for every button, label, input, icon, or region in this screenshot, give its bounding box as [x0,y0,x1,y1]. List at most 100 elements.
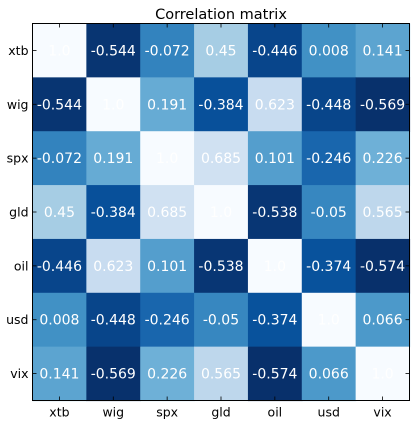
heatmap-cell-vix-oil [247,346,303,402]
heatmap-cells [32,23,411,402]
heatmap-cell-usd-spx [140,292,195,348]
heatmap-cell-spx-oil [247,131,303,186]
cell-value-label-gld-wig: -0.384 [91,205,136,221]
heatmap-cell-vix-usd [301,346,357,402]
heatmap-cell-gld-xtb [32,185,87,240]
cell-value-label-vix-gld: 0.565 [201,367,241,383]
axis-ticks [32,23,410,401]
cell-value-label-wig-usd: -0.448 [306,97,351,113]
cell-value-label-vix-vix: 1.0 [371,367,393,383]
cell-value-label-xtb-xtb: 1.0 [48,43,70,59]
heatmap-cell-spx-usd [301,131,357,186]
cell-value-label-wig-xtb: -0.544 [37,97,82,113]
cell-value-label-gld-usd: -0.05 [311,205,347,221]
cell-value-label-vix-xtb: 0.141 [39,367,79,383]
cell-value-label-usd-gld: -0.05 [203,313,239,329]
y-tick-label-gld: gld [9,205,28,220]
heatmap-cell-gld-oil [247,185,303,240]
heatmap-cell-wig-wig [86,77,141,132]
heatmap-cell-xtb-gld [194,23,249,78]
cell-value-label-xtb-usd: 0.008 [309,43,349,59]
heatmap-cell-xtb-xtb [32,23,87,78]
cell-value-label-spx-oil: 0.101 [255,151,295,167]
cell-value-label-wig-gld: -0.384 [198,97,243,113]
chart-title: Correlation matrix [155,7,287,23]
cell-value-label-usd-vix: 0.066 [363,313,403,329]
heatmap-cell-spx-xtb [32,131,87,186]
heatmap-cell-vix-spx [140,346,195,402]
x-tick-label-vix: vix [373,405,391,420]
heatmap-cell-spx-gld [194,131,249,186]
cell-value-label-xtb-oil: -0.446 [252,43,297,59]
cell-value-label-xtb-vix: 0.141 [363,43,403,59]
heatmap-cell-vix-wig [86,346,141,402]
y-tick-label-usd: usd [6,312,28,327]
heatmap-cell-wig-gld [194,77,249,132]
heatmap-cell-usd-usd [301,292,357,348]
heatmap-cell-gld-usd [301,185,357,240]
cell-value-label-gld-oil: -0.538 [252,205,297,221]
x-tick-label-spx: spx [156,405,178,420]
heatmap-cell-wig-xtb [32,77,87,132]
cell-value-label-oil-wig: 0.623 [93,259,133,275]
heatmap-cell-xtb-vix [355,23,411,78]
x-tick-label-xtb: xtb [49,405,69,420]
y-tick-label-vix: vix [10,366,28,381]
heatmap-cell-gld-spx [140,185,195,240]
cell-value-label-gld-gld: 1.0 [210,205,232,221]
heatmap-cell-xtb-usd [301,23,357,78]
cell-value-label-oil-xtb: -0.446 [37,259,82,275]
heatmap-cell-oil-wig [86,238,141,294]
cell-value-label-oil-spx: 0.101 [147,259,187,275]
x-tick-label-gld: gld [211,405,230,420]
heatmap-cell-gld-vix [355,185,411,240]
cell-value-label-oil-usd: -0.374 [306,259,351,275]
x-tick-label-oil: oil [268,405,283,420]
heatmap-cell-xtb-spx [140,23,195,78]
heatmap-cell-xtb-oil [247,23,303,78]
cell-value-label-oil-gld: -0.538 [198,259,243,275]
heatmap-cell-oil-gld [194,238,249,294]
heatmap-cell-oil-usd [301,238,357,294]
heatmap-cell-oil-vix [355,238,411,294]
heatmap-cell-oil-spx [140,238,195,294]
cell-value-label-spx-gld: 0.685 [201,151,241,167]
heatmap-cell-usd-vix [355,292,411,348]
cell-value-label-vix-spx: 0.226 [147,367,187,383]
heatmap-cell-spx-vix [355,131,411,186]
cell-value-label-spx-wig: 0.191 [93,151,133,167]
cell-value-label-usd-usd: 1.0 [318,313,340,329]
y-tick-label-oil: oil [14,258,29,273]
heatmap-cell-labels: 1.0 -0.544 -0.072 0.45 -0.446 0.008 0.141 -0.54… [37,43,405,382]
cell-value-label-spx-vix: 0.226 [363,151,403,167]
cell-value-label-usd-xtb: 0.008 [39,313,79,329]
heatmap-cell-gld-wig [86,185,141,240]
cell-value-label-usd-spx: -0.246 [145,313,190,329]
heatmap-cell-wig-vix [355,77,411,132]
heatmap-cell-spx-wig [86,131,141,186]
x-tick-label-wig: wig [102,405,124,420]
heatmap-cell-xtb-wig [86,23,141,78]
heatmap-cell-usd-wig [86,292,141,348]
cell-value-label-wig-wig: 1.0 [102,97,124,113]
cell-value-label-spx-usd: -0.246 [306,151,351,167]
heatmap-cell-usd-oil [247,292,303,348]
cell-value-label-oil-vix: -0.574 [360,259,405,275]
x-axis-tick-labels: xtb wig spx gld oil usd vix [49,405,391,420]
cell-value-label-wig-oil: 0.623 [255,97,295,113]
cell-value-label-vix-wig: -0.569 [91,367,136,383]
cell-value-label-usd-wig: -0.448 [91,313,136,329]
y-tick-label-xtb: xtb [8,43,28,58]
cell-value-label-oil-oil: 1.0 [264,259,286,275]
cell-value-label-vix-oil: -0.574 [252,367,297,383]
heatmap-cell-gld-gld [194,185,249,240]
heatmap-cell-usd-gld [194,292,249,348]
heatmap-cell-usd-xtb [32,292,87,348]
cell-value-label-gld-vix: 0.565 [363,205,403,221]
heatmap-cell-wig-usd [301,77,357,132]
y-axis-tick-labels: xtb wig spx gld oil usd vix [6,43,28,381]
heatmap-cell-oil-xtb [32,238,87,294]
heatmap-cell-wig-oil [247,77,303,132]
cell-value-label-vix-usd: 0.066 [309,367,349,383]
